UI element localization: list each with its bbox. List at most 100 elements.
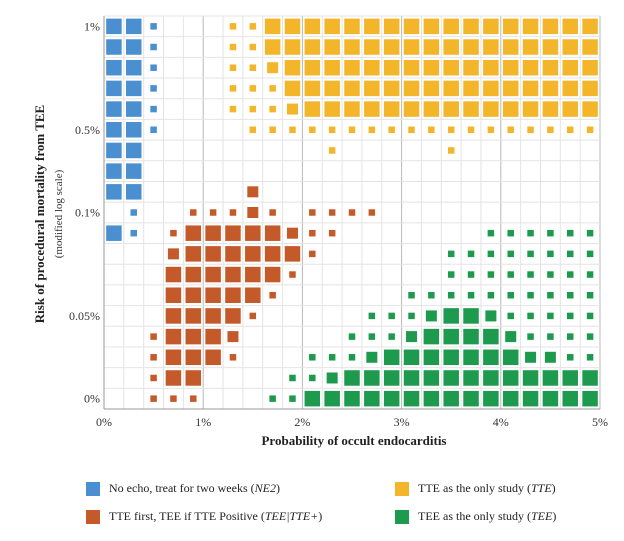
cell-tee-tteplus [328,209,336,216]
cell-tte [364,101,380,117]
cell-tee [566,271,574,278]
cell-tte [403,101,420,117]
cell-tte [487,126,495,134]
cell-tee [383,370,400,386]
cell-ne2 [130,209,138,216]
cell-tee [487,291,495,299]
cell-tee [447,250,455,258]
cell-tee-tteplus [165,308,182,324]
cell-ne2 [150,43,157,51]
cell-tte [542,101,559,117]
cell-tee [502,370,519,386]
cell-tee [527,229,534,237]
cell-tte [249,105,257,113]
cell-tee-tteplus [227,331,239,343]
x-tick-label: 5% [592,415,608,429]
cell-ne2 [106,80,122,97]
cell-tee-tteplus [264,266,281,283]
cell-tte [582,80,598,97]
cell-tte [403,80,420,97]
cell-tee [408,312,415,320]
cell-tee-tteplus [225,266,241,283]
cell-tte [304,80,321,97]
cell-tee-tteplus [309,209,316,216]
y-axis-subtitle-group: (modified log scale) [53,169,65,258]
cell-tee-tteplus [249,312,257,320]
cell-tee [344,390,360,407]
cell-tee [547,291,554,299]
cell-tee [467,250,475,258]
cell-tee [507,271,514,278]
cell-tee [463,308,479,324]
y-tick-label: 0.1% [75,206,100,220]
cell-tee [527,312,534,320]
cell-tee [483,349,499,366]
cell-tee-tteplus [190,209,197,216]
cell-tee-tteplus [309,229,316,237]
cell-tee [566,229,574,237]
cell-tee-tteplus [165,370,182,386]
cell-tee [368,333,376,340]
cell-tee-tteplus [185,225,202,241]
cell-tte [483,101,499,117]
cell-tee [485,310,497,322]
cell-tte [269,126,276,134]
cell-tte [368,126,376,134]
cell-tte [428,126,435,134]
cell-tee-tteplus [348,209,356,216]
cell-tte [502,80,519,97]
cell-tee [467,271,475,278]
cell-tte [269,105,276,113]
cell-tte [328,147,336,154]
cell-ne2 [130,229,138,237]
x-tick-label: 1% [195,415,211,429]
cell-tee [547,312,554,320]
cell-tee [383,349,400,366]
cell-tte [443,80,459,97]
cell-tte [423,101,440,117]
cell-tte [324,18,340,35]
cell-tee [289,374,296,382]
cell-tee-tteplus [205,287,221,303]
cell-tee [483,370,499,386]
cell-tte [344,39,360,55]
cell-tee-tteplus [284,246,301,262]
y-axis-title-group: Risk of procedural mortality from TEE [32,105,47,323]
cell-tee [447,271,455,278]
cell-tte [383,39,400,55]
cell-ne2 [150,23,157,30]
cell-tee [463,370,479,386]
cell-tee-tteplus [368,209,376,216]
cell-tte [249,23,257,30]
cell-tte [264,39,281,55]
cell-tee-tteplus [289,271,296,278]
cell-tee-tteplus [150,374,157,382]
y-tick-label: 0% [84,392,100,406]
cell-tee [487,229,495,237]
cell-tte [443,59,459,76]
cell-tee-tteplus [225,287,241,303]
cell-tte [502,59,519,76]
cell-tee [326,372,338,384]
cell-tte [582,59,598,76]
cell-tee-tteplus [286,227,298,239]
cell-tee [289,395,296,402]
cell-tte [582,101,598,117]
cell-ne2 [106,122,122,138]
cell-tee [403,370,420,386]
cell-tee [483,328,499,345]
legend-swatch-tee [395,509,409,524]
cell-tee-tteplus [205,349,221,366]
cell-tee [324,390,340,407]
cell-tte [408,126,415,134]
cell-tee-tteplus [167,248,179,260]
cell-tte [522,80,539,97]
cell-tee [527,271,534,278]
cell-tte [388,126,395,134]
cell-tte [423,39,440,55]
cell-tee [542,370,559,386]
cell-tte [562,59,578,76]
cell-tee-tteplus [269,291,276,299]
cell-tte [364,59,380,76]
